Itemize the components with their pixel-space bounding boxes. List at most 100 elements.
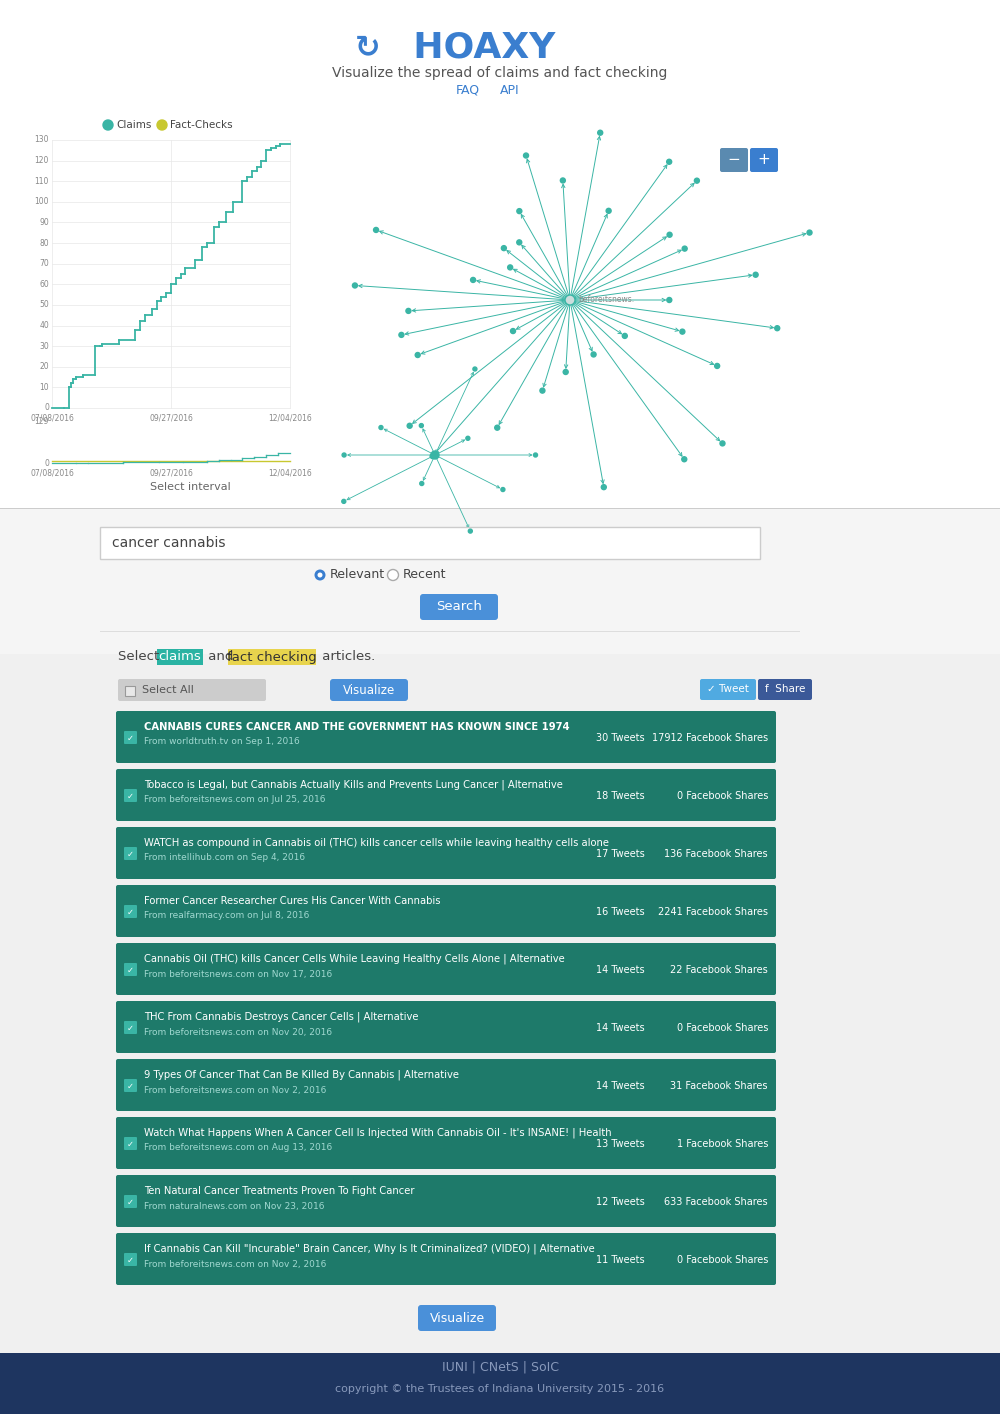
Text: From worldtruth.tv on Sep 1, 2016: From worldtruth.tv on Sep 1, 2016 bbox=[144, 738, 300, 747]
Text: 07/08/2016: 07/08/2016 bbox=[30, 468, 74, 478]
Circle shape bbox=[420, 482, 424, 485]
Text: 14 Tweets: 14 Tweets bbox=[596, 1080, 645, 1092]
Text: Fact-Checks: Fact-Checks bbox=[170, 120, 233, 130]
Circle shape bbox=[563, 369, 568, 375]
Bar bbox=[157, 649, 203, 665]
Text: 100: 100 bbox=[34, 198, 49, 206]
Circle shape bbox=[407, 423, 412, 428]
Text: Select All: Select All bbox=[142, 684, 194, 696]
Text: 07/08/2016: 07/08/2016 bbox=[30, 413, 74, 423]
Circle shape bbox=[715, 363, 720, 369]
FancyBboxPatch shape bbox=[720, 148, 748, 173]
FancyBboxPatch shape bbox=[124, 731, 137, 744]
FancyBboxPatch shape bbox=[116, 1001, 776, 1053]
Text: 14 Tweets: 14 Tweets bbox=[596, 964, 645, 976]
Bar bbox=[228, 649, 316, 665]
Text: 70: 70 bbox=[39, 259, 49, 269]
Circle shape bbox=[399, 332, 404, 338]
Text: 14 Tweets: 14 Tweets bbox=[596, 1022, 645, 1034]
Text: From beforeitsnews.com on Aug 13, 2016: From beforeitsnews.com on Aug 13, 2016 bbox=[144, 1144, 332, 1152]
Circle shape bbox=[680, 329, 685, 334]
Text: ✓: ✓ bbox=[126, 1198, 134, 1206]
Circle shape bbox=[606, 208, 611, 214]
Circle shape bbox=[501, 246, 506, 250]
Bar bbox=[0, 107, 1000, 508]
Text: 120: 120 bbox=[35, 156, 49, 165]
Text: ✓: ✓ bbox=[126, 1082, 134, 1090]
Circle shape bbox=[473, 368, 477, 370]
Circle shape bbox=[622, 334, 627, 338]
Text: FAQ: FAQ bbox=[456, 83, 480, 96]
Text: ✓: ✓ bbox=[126, 734, 134, 742]
Text: API: API bbox=[500, 83, 520, 96]
Text: ✓: ✓ bbox=[126, 1140, 134, 1148]
Text: From beforeitsnews.com on Nov 2, 2016: From beforeitsnews.com on Nov 2, 2016 bbox=[144, 1086, 326, 1094]
Text: 9 Types Of Cancer That Can Be Killed By Cannabis | Alternative: 9 Types Of Cancer That Can Be Killed By … bbox=[144, 1070, 459, 1080]
Circle shape bbox=[314, 570, 326, 581]
Text: 0: 0 bbox=[44, 403, 49, 413]
FancyBboxPatch shape bbox=[124, 1137, 137, 1150]
Bar bbox=[0, 1353, 1000, 1414]
Text: 10: 10 bbox=[39, 383, 49, 392]
Circle shape bbox=[517, 209, 522, 214]
Circle shape bbox=[565, 296, 575, 305]
Text: From beforeitsnews.com on Nov 2, 2016: From beforeitsnews.com on Nov 2, 2016 bbox=[144, 1260, 326, 1268]
Circle shape bbox=[379, 426, 383, 430]
Bar bbox=[100, 527, 760, 559]
Circle shape bbox=[468, 529, 472, 533]
Circle shape bbox=[374, 228, 379, 232]
Circle shape bbox=[667, 232, 672, 238]
Text: From intellihub.com on Sep 4, 2016: From intellihub.com on Sep 4, 2016 bbox=[144, 854, 305, 863]
FancyBboxPatch shape bbox=[116, 1175, 776, 1227]
Text: From naturalnews.com on Nov 23, 2016: From naturalnews.com on Nov 23, 2016 bbox=[144, 1202, 324, 1210]
Bar bbox=[0, 107, 1000, 508]
Bar bbox=[0, 0, 1000, 107]
FancyBboxPatch shape bbox=[116, 769, 776, 822]
Circle shape bbox=[667, 297, 672, 303]
Circle shape bbox=[598, 130, 603, 136]
Text: Watch What Happens When A Cancer Cell Is Injected With Cannabis Oil - It's INSAN: Watch What Happens When A Cancer Cell Is… bbox=[144, 1128, 612, 1138]
FancyBboxPatch shape bbox=[124, 789, 137, 802]
Text: 0: 0 bbox=[44, 458, 49, 468]
Circle shape bbox=[406, 308, 411, 314]
Text: 09/27/2016: 09/27/2016 bbox=[149, 468, 193, 478]
Text: +: + bbox=[758, 153, 770, 167]
Circle shape bbox=[540, 387, 545, 393]
Circle shape bbox=[775, 325, 780, 331]
FancyBboxPatch shape bbox=[758, 679, 812, 700]
Circle shape bbox=[591, 352, 596, 356]
Text: ✓: ✓ bbox=[126, 1024, 134, 1032]
FancyBboxPatch shape bbox=[116, 885, 776, 937]
FancyBboxPatch shape bbox=[330, 679, 408, 701]
Text: THC From Cannabis Destroys Cancer Cells | Alternative: THC From Cannabis Destroys Cancer Cells … bbox=[144, 1012, 418, 1022]
FancyBboxPatch shape bbox=[118, 679, 266, 701]
FancyBboxPatch shape bbox=[124, 1253, 137, 1266]
Text: ✓: ✓ bbox=[126, 908, 134, 916]
Circle shape bbox=[807, 230, 812, 235]
Circle shape bbox=[342, 452, 346, 457]
Text: 633 Facebook Shares: 633 Facebook Shares bbox=[664, 1198, 768, 1208]
Text: ✓: ✓ bbox=[126, 1256, 134, 1264]
Text: ✓: ✓ bbox=[126, 792, 134, 800]
Text: 40: 40 bbox=[39, 321, 49, 329]
Circle shape bbox=[534, 452, 538, 457]
FancyBboxPatch shape bbox=[418, 1305, 496, 1331]
Text: Search: Search bbox=[436, 601, 482, 614]
Text: From beforeitsnews.com on Jul 25, 2016: From beforeitsnews.com on Jul 25, 2016 bbox=[144, 796, 326, 805]
Text: ✓ Tweet: ✓ Tweet bbox=[707, 684, 749, 694]
Text: ✓: ✓ bbox=[126, 850, 134, 858]
Circle shape bbox=[682, 457, 687, 462]
Text: Former Cancer Researcher Cures His Cancer With Cannabis: Former Cancer Researcher Cures His Cance… bbox=[144, 896, 440, 906]
FancyBboxPatch shape bbox=[124, 847, 137, 860]
Circle shape bbox=[157, 120, 167, 130]
FancyBboxPatch shape bbox=[124, 1021, 137, 1034]
Circle shape bbox=[103, 120, 113, 130]
Bar bbox=[0, 509, 1000, 655]
FancyBboxPatch shape bbox=[116, 827, 776, 880]
Text: 50: 50 bbox=[39, 300, 49, 310]
Text: 12/04/2016: 12/04/2016 bbox=[268, 413, 312, 423]
Text: −: − bbox=[728, 153, 740, 167]
Text: If Cannabis Can Kill "Incurable" Brain Cancer, Why Is It Criminalized? (VIDEO) |: If Cannabis Can Kill "Incurable" Brain C… bbox=[144, 1244, 595, 1254]
Circle shape bbox=[524, 153, 529, 158]
Text: 80: 80 bbox=[39, 239, 49, 247]
